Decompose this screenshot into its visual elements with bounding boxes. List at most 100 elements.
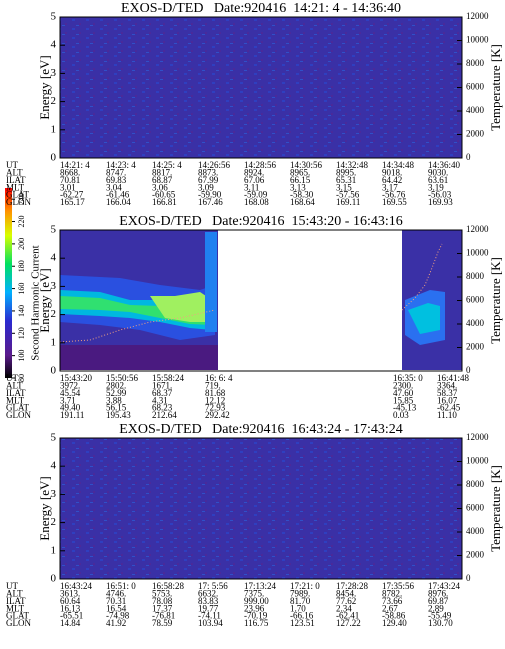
table-cell: -58.30: [290, 190, 314, 200]
table-cell: -45.13: [393, 403, 417, 413]
y2-tick-label: 8000: [466, 58, 485, 68]
y-tick-label: 1: [51, 123, 57, 135]
y-axis-label: Energy [eV]: [37, 268, 52, 332]
table-cell: 999.00: [244, 596, 269, 606]
table-cell: 3.71: [60, 395, 76, 405]
table-cell: 167.46: [198, 197, 223, 207]
table-cell: 169.11: [336, 197, 360, 207]
table-cell: 14.84: [60, 618, 81, 628]
table-cell: 3.88: [106, 395, 122, 405]
table-cell: 168.64: [290, 197, 315, 207]
table-cell: 78.08: [152, 596, 173, 606]
table-cell: 52.99: [106, 388, 127, 398]
table-cell: 129.40: [382, 618, 407, 628]
y-tick-label: 2: [51, 516, 57, 528]
panel-title: EXOS-D/TED Date:920416 14:21: 4 - 14:36:…: [121, 1, 401, 16]
table-cell: 2300.: [393, 380, 413, 390]
table-cell: 195.43: [106, 410, 131, 420]
table-cell: 3.06: [152, 182, 168, 192]
table-cell: 17:13:24: [244, 581, 277, 591]
table-cell: 8747.: [106, 167, 126, 177]
table-cell: 16:43:24: [60, 581, 93, 591]
table-cell: 19.77: [198, 603, 219, 613]
table-cell: 16.07: [437, 395, 458, 405]
table-cell: 8817.: [152, 167, 172, 177]
table-cell: 14:36:40: [428, 160, 461, 170]
table-cell: 8873.: [198, 167, 218, 177]
table-cell: 58.37: [437, 388, 458, 398]
table-cell: 14:32:48: [336, 160, 369, 170]
table-cell: 168.08: [244, 197, 269, 207]
colorbar-tick-label: 160: [17, 283, 26, 295]
table-cell: 165.17: [60, 197, 85, 207]
table-cell: -59.09: [244, 190, 268, 200]
table-cell: 166.04: [106, 197, 131, 207]
row-label: ALT: [6, 380, 23, 390]
y2-tick-label: 8000: [466, 271, 485, 281]
table-cell: 15:43:20: [60, 373, 93, 383]
table-cell: 0.03: [393, 410, 409, 420]
table-cell: 16.13: [60, 603, 81, 613]
colorbar-tick-label: 140: [17, 305, 26, 317]
table-cell: 16: 6: 4: [205, 373, 233, 383]
table-cell: 1.70: [290, 603, 306, 613]
colorbar: [5, 188, 12, 378]
table-cell: 3.15: [336, 182, 352, 192]
y-tick-label: 3: [51, 280, 57, 292]
table-cell: 23.96: [244, 603, 265, 613]
y-tick-label: 4: [51, 460, 57, 472]
table-cell: -62.45: [437, 403, 461, 413]
table-cell: 47.60: [393, 388, 414, 398]
table-cell: 17:43:24: [428, 581, 461, 591]
row-label: GLAT: [6, 611, 29, 621]
y-tick-label: 1: [51, 336, 57, 348]
y2-tick-label: 6000: [466, 82, 485, 92]
table-cell: -57.56: [336, 190, 360, 200]
table-cell: 17: 5:56: [198, 581, 228, 591]
table-cell: 2.34: [336, 603, 352, 613]
table-cell: 15:50:56: [106, 373, 139, 383]
row-label: UT: [6, 581, 18, 591]
table-cell: -61.46: [106, 190, 130, 200]
table-cell: 719.: [205, 380, 221, 390]
table-cell: 15:58:24: [152, 373, 185, 383]
y-tick-label: 3: [51, 67, 57, 79]
table-cell: 9018.: [382, 167, 402, 177]
table-cell: 4746.: [106, 588, 126, 598]
table-cell: 73.66: [382, 596, 403, 606]
y2-axis-label: Temperature [K]: [488, 257, 503, 344]
table-cell: 127.22: [336, 618, 361, 628]
table-cell: -58.86: [382, 611, 406, 621]
table-cell: 103.94: [198, 618, 223, 628]
table-cell: -74.11: [198, 611, 221, 621]
table-cell: 6632.: [198, 588, 218, 598]
table-cell: -70.19: [244, 611, 268, 621]
table-cell: 65.31: [336, 175, 356, 185]
table-cell: 77.62: [336, 596, 356, 606]
colorbar-tick-label: 220: [17, 216, 26, 228]
y-tick-label: 5: [51, 432, 57, 444]
table-cell: 69.83: [106, 175, 127, 185]
table-cell: 60.64: [60, 596, 81, 606]
row-label: UT: [6, 160, 18, 170]
table-cell: 17.37: [152, 603, 173, 613]
y2-tick-label: 12000: [466, 11, 489, 21]
table-cell: 2.67: [382, 603, 398, 613]
table-cell: 41.92: [106, 618, 126, 628]
spectrogram: [59, 230, 462, 370]
table-cell: 3.19: [428, 182, 444, 192]
y-tick-label: 2: [51, 308, 57, 320]
table-cell: 14:21: 4: [60, 160, 90, 170]
row-label: MLT: [6, 603, 25, 613]
table-cell: 3.13: [290, 182, 306, 192]
y2-tick-label: 0: [466, 365, 471, 375]
table-cell: -66.16: [290, 611, 314, 621]
table-cell: 3.04: [106, 182, 122, 192]
table-cell: 2.89: [428, 603, 444, 613]
y-tick-label: 4: [51, 39, 57, 51]
row-label: MLT: [6, 182, 25, 192]
row-label: ILAT: [6, 596, 26, 606]
table-cell: 9030.: [428, 167, 448, 177]
table-cell: 7989.: [290, 588, 310, 598]
